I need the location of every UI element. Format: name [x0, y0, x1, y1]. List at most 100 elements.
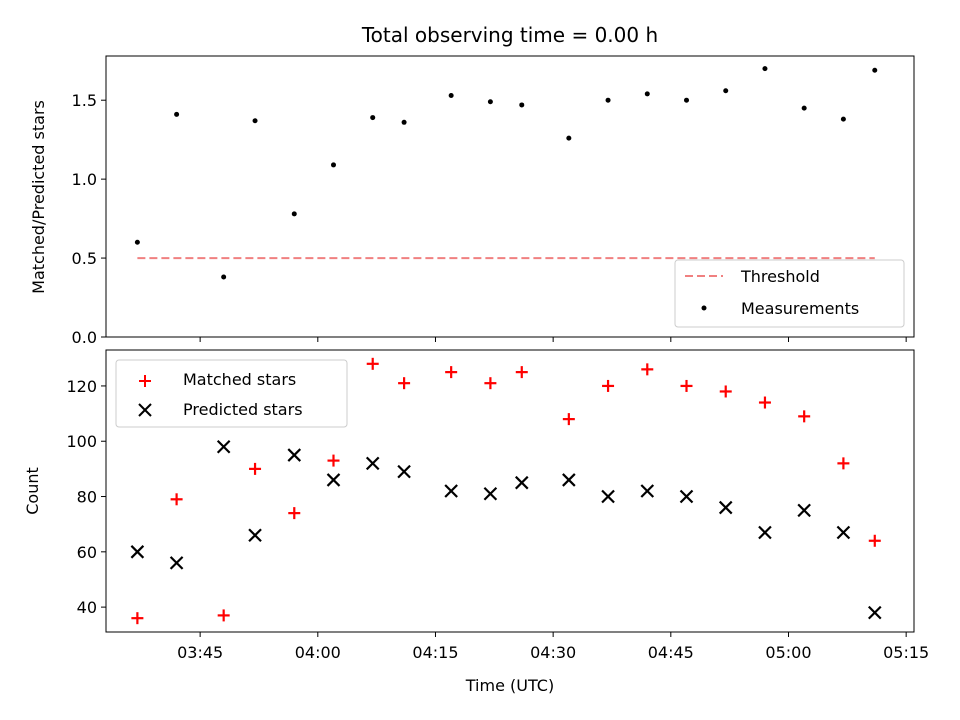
top-y-tick-label: 0.5: [72, 249, 97, 268]
measurement-point: [370, 115, 376, 121]
top-y-ticks: 0.0 0.5 1.0 1.5: [72, 91, 106, 347]
predicted-star-point: [326, 473, 341, 487]
x-tick-label: 03:45: [177, 643, 223, 662]
x-tick-label: 04:00: [295, 643, 341, 662]
measurement-point: [448, 92, 454, 98]
legend-matched-swatch: [139, 375, 151, 387]
matched-star-point: [868, 534, 881, 547]
measurement-point: [801, 105, 807, 111]
measurement-point: [566, 135, 572, 141]
predicted-star-point: [797, 503, 811, 518]
top-y-axis-label: Matched/Predicted stars: [29, 100, 48, 294]
bottom-y-tick-label: 120: [66, 377, 97, 396]
matched-star-point: [398, 377, 411, 390]
measurement-point: [487, 99, 493, 105]
x-tick-label: 04:45: [648, 643, 694, 662]
predicted-star-point: [514, 475, 529, 490]
predicted-star-point: [483, 486, 498, 501]
measurement-point: [401, 119, 407, 125]
top-marks: [134, 66, 878, 280]
matched-star-point: [798, 410, 811, 423]
legend-threshold-label: Threshold: [740, 267, 820, 286]
top-y-tick-label: 1.5: [72, 91, 97, 110]
matched-star-point: [719, 385, 732, 398]
legend-predicted-swatch: [138, 403, 152, 417]
measurement-point: [291, 211, 297, 217]
chart-title: Total observing time = 0.00 h: [361, 23, 658, 47]
measurement-point: [872, 67, 878, 73]
predicted-star-point: [130, 545, 145, 559]
matched-star-point: [641, 363, 654, 376]
predicted-star-point: [444, 484, 458, 498]
bottom-y-tick-label: 80: [77, 488, 97, 507]
bottom-marks: [130, 357, 882, 625]
measurement-point: [221, 274, 227, 280]
matched-star-point: [515, 366, 528, 379]
predicted-star-point: [562, 473, 576, 487]
measurement-point: [605, 97, 611, 103]
predicted-star-point: [758, 525, 772, 540]
matched-star-point: [131, 612, 144, 625]
bottom-y-tick-label: 100: [66, 432, 97, 451]
measurement-point: [723, 88, 729, 94]
x-tick-label: 05:00: [765, 643, 811, 662]
bottom-y-tick-label: 60: [77, 543, 97, 562]
legend-measurements-label: Measurements: [741, 299, 859, 318]
top-y-tick-label: 0.0: [72, 328, 97, 347]
bottom-axes-frame: [105, 349, 915, 633]
predicted-star-point: [679, 489, 694, 504]
predicted-star-point: [248, 528, 262, 543]
matched-star-point: [327, 454, 340, 467]
measurement-point: [644, 91, 650, 97]
matched-star-point: [602, 379, 615, 392]
x-axis-label: Time (UTC): [465, 676, 554, 695]
matched-star-point: [366, 357, 379, 370]
legend-matched-label: Matched stars: [183, 370, 296, 389]
bottom-legend-box: [115, 359, 348, 428]
bottom-y-axis-label: Count: [23, 467, 42, 515]
top-panel: 0.0 0.5 1.0 1.5 Matched/Predicted stars Thr…: [29, 55, 915, 347]
top-legend: Threshold Measurements: [674, 259, 905, 328]
matched-star-point: [837, 457, 850, 470]
bottom-x-ticks: 03:45 04:00 04:15 04:30 04:45 05:00 05:15: [177, 632, 929, 662]
measurement-point: [840, 116, 846, 122]
x-tick-label: 05:15: [883, 643, 929, 662]
measurement-point: [134, 239, 140, 245]
measurement-point: [252, 118, 258, 124]
x-tick-label: 04:15: [412, 643, 458, 662]
measurement-point: [174, 111, 180, 117]
predicted-star-point: [718, 500, 733, 515]
matched-star-point: [249, 462, 262, 475]
bottom-legend: Matched stars Predicted stars: [115, 359, 348, 428]
matched-star-point: [288, 507, 301, 520]
predicted-star-point: [867, 605, 882, 620]
legend-measurements-swatch: [701, 305, 707, 311]
predicted-star-point: [365, 456, 380, 471]
predicted-star-point: [287, 448, 302, 462]
predicted-star-point: [640, 484, 655, 498]
matched-star-point: [484, 377, 497, 390]
matched-star-point: [170, 493, 183, 506]
measurement-point: [330, 162, 336, 168]
top-x-ticks: [199, 337, 907, 342]
predicted-star-point: [216, 439, 231, 454]
measurement-point: [762, 66, 768, 72]
predicted-star-point: [397, 464, 411, 479]
top-legend-box: [674, 259, 905, 328]
measurement-point: [519, 102, 525, 108]
bottom-panel: 40 60 80 100 120 03:45 04:00 04:15 04:30 04:45 05…: [23, 349, 929, 695]
top-y-tick-label: 1.0: [72, 170, 97, 189]
measurement-point: [684, 97, 690, 103]
matched-star-point: [562, 413, 575, 426]
top-axes-frame: [105, 55, 915, 338]
bottom-y-tick-label: 40: [77, 598, 97, 617]
matched-star-point: [680, 379, 693, 392]
matched-star-point: [758, 396, 771, 409]
predicted-star-point: [601, 489, 615, 504]
matched-star-point: [217, 609, 230, 622]
predicted-star-point: [836, 525, 851, 540]
x-tick-label: 04:30: [530, 643, 576, 662]
legend-predicted-label: Predicted stars: [183, 400, 303, 419]
predicted-star-point: [169, 556, 184, 570]
